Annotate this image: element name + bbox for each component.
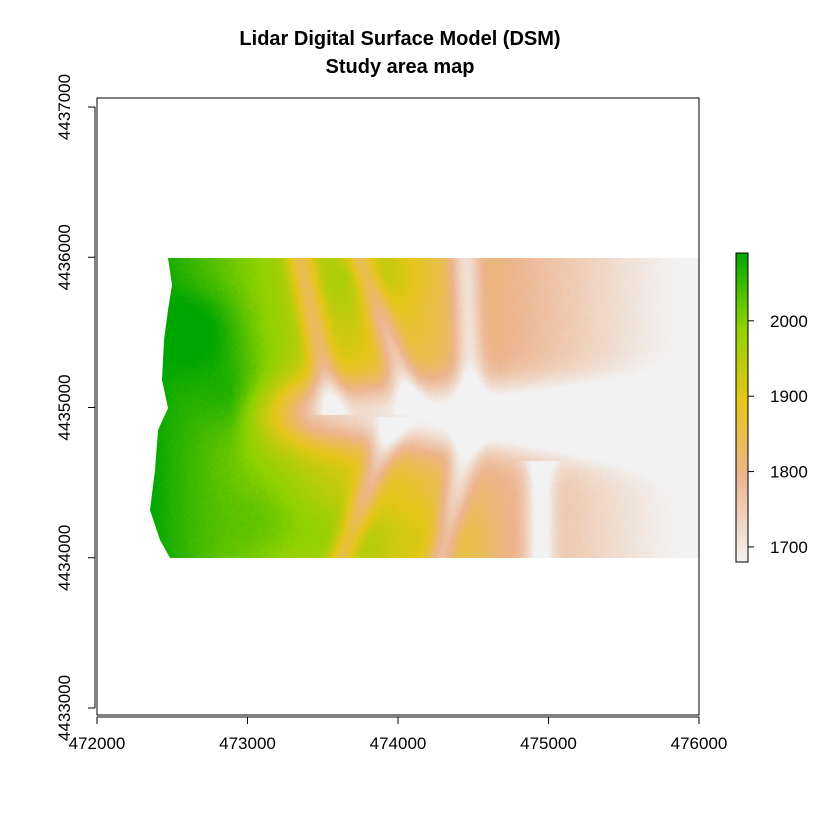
legend-ticks: 1700 1800 1900 2000 (748, 312, 808, 557)
y-tick-label: 4434000 (55, 525, 74, 591)
x-axis: 472000 473000 474000 475000 476000 (69, 716, 728, 753)
legend-tick-label: 1900 (770, 387, 808, 406)
dsm-raster-image (150, 258, 700, 558)
dsm-raster (150, 258, 700, 558)
x-tick-label: 473000 (219, 734, 276, 753)
x-tick-label: 474000 (370, 734, 427, 753)
x-tick-label: 472000 (69, 734, 126, 753)
x-tick-label: 475000 (520, 734, 577, 753)
plot-frame (96, 97, 700, 716)
legend-tick-label: 2000 (770, 312, 808, 331)
color-legend: 1700 1800 1900 2000 (735, 252, 808, 563)
chart-title-line-2: Study area map (326, 56, 475, 78)
y-tick-label: 4435000 (55, 374, 74, 440)
legend-color-bar (735, 252, 749, 563)
chart-title-line-1: Lidar Digital Surface Model (DSM) (239, 28, 560, 50)
legend-tick-label: 1800 (770, 463, 808, 482)
y-tick-label: 4433000 (55, 675, 74, 741)
legend-tick-label: 1700 (770, 538, 808, 557)
y-axis: 4433000 4434000 4435000 4436000 4437000 (55, 74, 96, 741)
y-tick-label: 4436000 (55, 224, 74, 290)
x-tick-label: 476000 (671, 734, 728, 753)
y-tick-label: 4437000 (55, 74, 74, 140)
